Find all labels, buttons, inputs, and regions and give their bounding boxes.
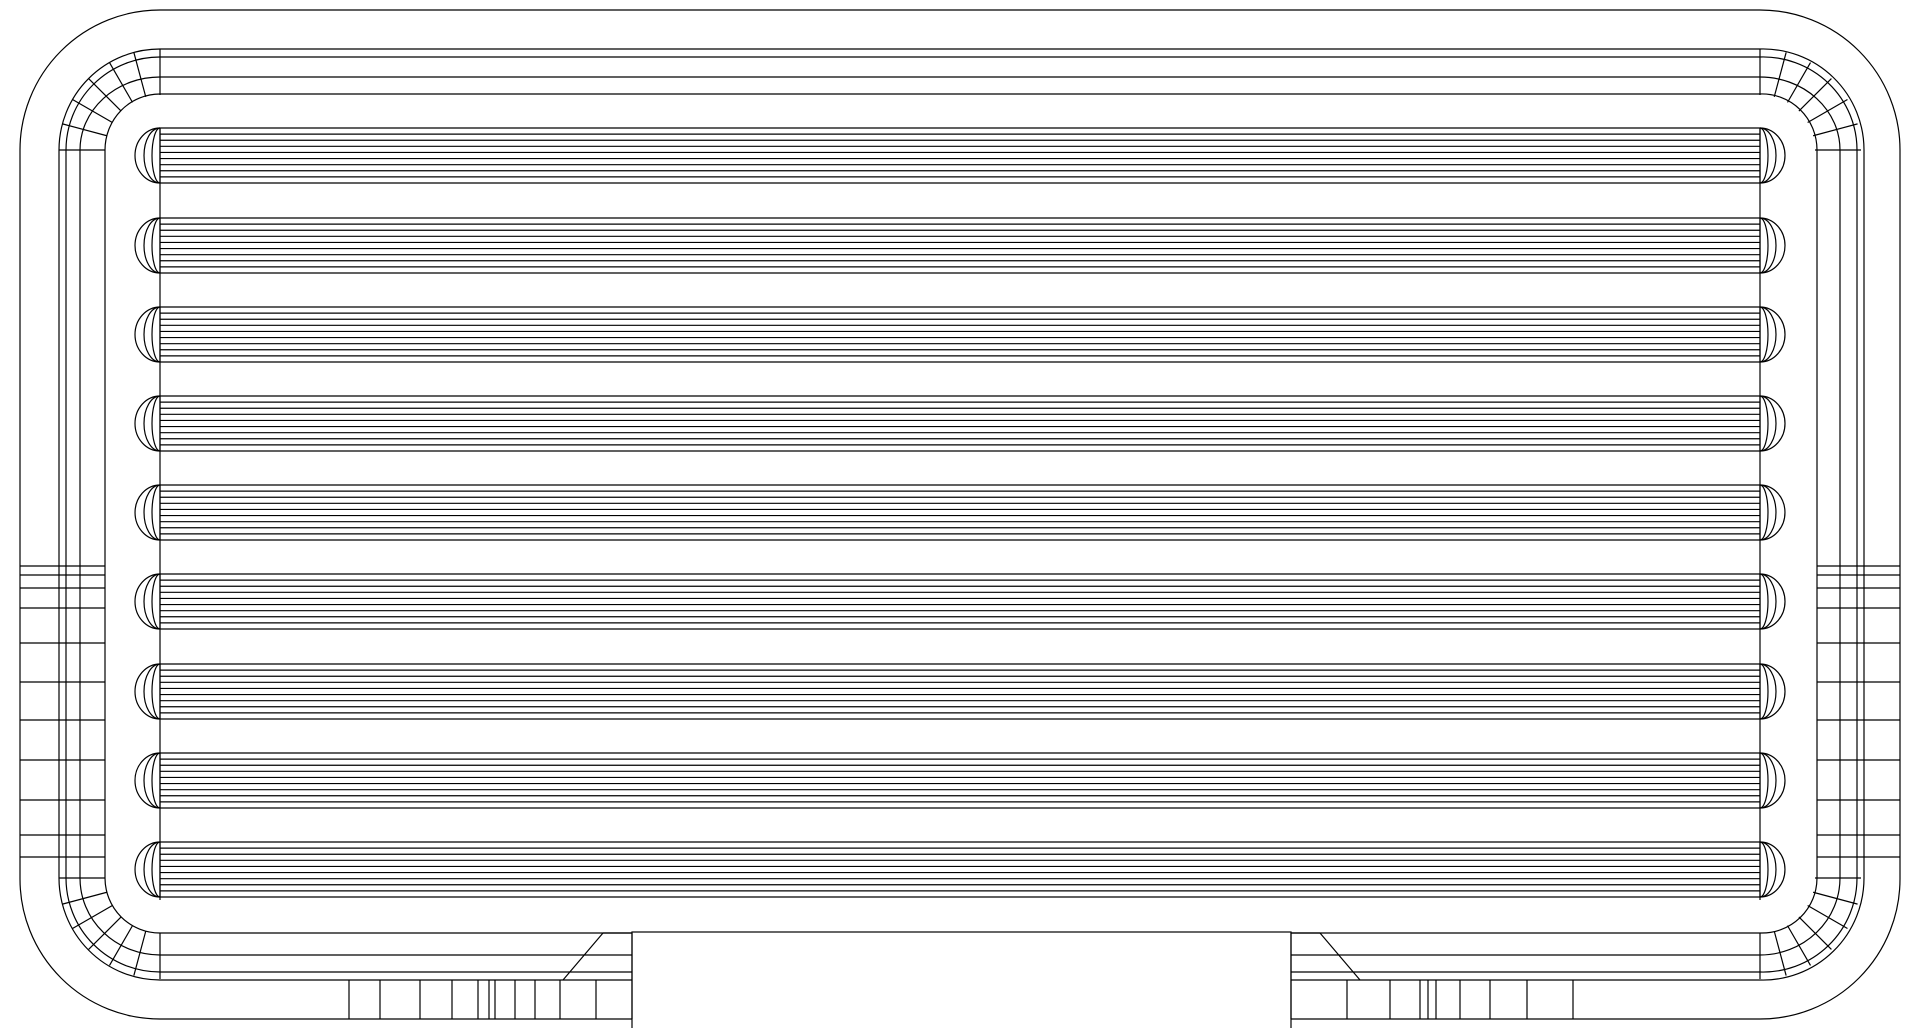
corner-radial-line [1773, 930, 1787, 976]
slot-cap-arc [1759, 217, 1769, 274]
slot-7 [134, 663, 1786, 720]
corner-radial-line [1786, 925, 1812, 966]
slot-cap-arc [143, 306, 161, 363]
slot-cap-arc [1759, 573, 1769, 630]
notch-slope [562, 932, 604, 981]
slot-cap-arc [151, 752, 161, 809]
slot-cap-arc [143, 663, 161, 720]
slot-cap-arc [1759, 752, 1769, 809]
corner-radial-line [88, 78, 122, 112]
slot-8 [134, 752, 1786, 809]
slot-cap-arc [143, 127, 161, 184]
slot-cap-arc [1759, 484, 1769, 541]
slot-cap-arc [1759, 395, 1769, 452]
inner-band [58, 48, 1865, 981]
slot-2 [134, 217, 1786, 274]
slot-cap-arc [143, 395, 161, 452]
slot-cap-arc [1759, 841, 1769, 898]
slot-cap-arc [1759, 217, 1777, 274]
corner-radial-line [1798, 916, 1832, 950]
slot-6 [134, 573, 1786, 630]
corner-radial-line [1798, 78, 1832, 112]
corner-radial-line [62, 123, 108, 137]
corner-radial-line [72, 904, 113, 930]
slot-cap-arc [151, 217, 161, 274]
slot-cap-arc [151, 573, 161, 630]
corner-radial-line [1812, 891, 1858, 905]
slot-cap-arc [1759, 752, 1777, 809]
corner-radial-line [133, 930, 147, 976]
slot-4 [134, 395, 1786, 452]
slot-cap-arc [1759, 663, 1769, 720]
slot-cap-arc [143, 217, 161, 274]
slot-cap-arc [151, 663, 161, 720]
slot-cap-arc [143, 573, 161, 630]
band-ring [65, 56, 1858, 973]
bottom-notch [348, 931, 1574, 1028]
slot-cap-arc [151, 841, 161, 898]
slot-3 [134, 306, 1786, 363]
corner-radial-line [1807, 904, 1848, 930]
corner-radial-line [72, 98, 113, 124]
band-ring [104, 93, 1818, 934]
slot-9 [134, 841, 1786, 898]
slot-group [134, 127, 1786, 898]
notch-gap [631, 931, 1292, 1028]
slot-cap-arc [143, 484, 161, 541]
corner-radial-line [1773, 52, 1787, 98]
corner-radial-line [1812, 123, 1858, 137]
slot-cap-arc [1759, 573, 1777, 630]
corner-radial-line [1786, 62, 1812, 103]
slot-cap-arc [143, 752, 161, 809]
outer-outline [19, 9, 1901, 1020]
slot-cap-arc [143, 841, 161, 898]
corner-radial-line [108, 925, 134, 966]
slot-cap-arc [151, 127, 161, 184]
slot-cap-arc [1759, 484, 1777, 541]
corner-radial-line [133, 52, 147, 98]
notch-slope [1319, 932, 1361, 981]
outer-boundary [19, 9, 1901, 1020]
side-bands [20, 565, 1900, 858]
slot-cap-arc [151, 395, 161, 452]
corner-radial-line [88, 916, 122, 950]
band-ring [58, 48, 1865, 981]
slot-cap-arc [151, 484, 161, 541]
slot-cap-arc [1759, 841, 1777, 898]
slot-1 [134, 127, 1786, 184]
slot-cap-arc [1759, 663, 1777, 720]
slot-cap-arc [1759, 306, 1777, 363]
corner-radial-line [108, 62, 134, 103]
slot-cap-arc [1759, 306, 1769, 363]
slot-cap-arc [1759, 395, 1777, 452]
corner-radial-line [1807, 98, 1848, 124]
corner-radial-line [62, 891, 108, 905]
slot-cap-arc [1759, 127, 1777, 184]
slot-5 [134, 484, 1786, 541]
slot-cap-arc [151, 306, 161, 363]
slot-cap-arc [1759, 127, 1769, 184]
